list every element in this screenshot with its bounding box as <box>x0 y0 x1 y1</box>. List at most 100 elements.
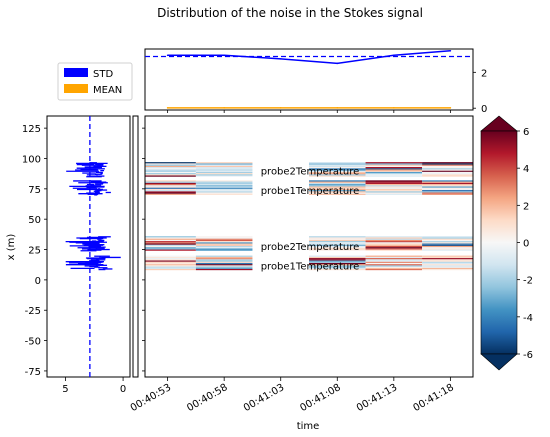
heatmap-cell <box>195 259 253 261</box>
heatmap-cell <box>195 188 253 191</box>
heatmap-cell <box>195 248 253 250</box>
heatmap-cell <box>145 182 196 184</box>
heatmap-cell <box>309 188 366 191</box>
heatmap-cell <box>422 182 473 184</box>
colorbar-tick-label: -6 <box>523 350 533 361</box>
heatmap-cell <box>365 181 423 183</box>
heatmap-cell <box>195 237 253 239</box>
heatmap-cell <box>422 187 473 189</box>
heatmap-cell <box>309 181 366 183</box>
heatmap-cell <box>195 241 253 243</box>
heatmap-cell <box>195 244 253 246</box>
heatmap-cell <box>309 192 366 194</box>
heatmap-cell <box>195 268 253 271</box>
heatmap-cell <box>309 182 366 184</box>
chart-title: Distribution of the noise in the Stokes … <box>157 6 423 20</box>
heatmap-cell <box>309 267 366 269</box>
heatmap-cell <box>145 267 196 269</box>
heatmap-cell <box>365 262 423 265</box>
colorbar-tick-label: 0 <box>523 239 529 250</box>
heatmap-cell <box>195 264 253 266</box>
heatmap-cell <box>309 163 366 165</box>
heatmap-cell <box>422 166 473 169</box>
heatmap-cell <box>309 171 366 174</box>
y-axis-label: x (m) <box>6 234 17 261</box>
heatmap-cell <box>365 166 423 169</box>
series-point-std <box>166 54 169 57</box>
heatmap-cell <box>422 245 473 248</box>
heatmap-cell <box>365 162 423 164</box>
heatmap-cell <box>195 255 253 257</box>
heatmap-cell <box>422 261 473 263</box>
heatmap-cell <box>145 265 196 267</box>
heatmap-cell <box>145 170 196 172</box>
series-point-mean <box>449 107 452 109</box>
heatmap-cell <box>309 186 366 188</box>
heatmap-cell <box>145 166 196 169</box>
heatmap-cell <box>422 239 473 242</box>
heatmap-cell <box>422 175 473 177</box>
heatmap-cell <box>195 175 253 177</box>
heatmap-cell <box>195 174 253 176</box>
heatmap-cell <box>195 166 253 169</box>
x-tick-label: 00:40:58 <box>185 382 229 414</box>
heatmap-cell <box>195 243 253 245</box>
heatmap-cell <box>309 241 366 243</box>
heatmap-cell <box>145 171 196 174</box>
heatmap-cell <box>365 256 423 259</box>
heatmap-cell <box>422 267 473 269</box>
heatmap-cell <box>145 186 196 188</box>
heatmap-cell <box>422 266 473 268</box>
heatmap-cell <box>309 256 366 259</box>
heatmap-cell <box>422 169 473 171</box>
legend-label-mean: MEAN <box>93 85 122 96</box>
heatmap-cell <box>195 266 253 268</box>
heatmap-cell <box>309 268 366 271</box>
heatmap-cell <box>195 186 253 188</box>
heatmap-cell <box>195 258 253 260</box>
heatmap-cell <box>309 238 366 240</box>
heatmap-cell <box>422 236 473 238</box>
heatmap-cell <box>195 190 253 192</box>
heatmap-cell <box>145 244 196 246</box>
y-tick-label: -25 <box>25 306 41 317</box>
heatmap-cell <box>422 181 473 183</box>
heatmap-cell <box>365 170 423 172</box>
series-point-std <box>393 54 395 57</box>
heatmap-cell <box>422 243 473 245</box>
heatmap-cell <box>145 181 196 183</box>
heatmap-cell <box>145 249 196 251</box>
heatmap-cell <box>422 168 473 170</box>
heatmap-cell <box>195 180 253 182</box>
heatmap-cell <box>365 267 423 269</box>
heatmap-cell <box>145 247 196 249</box>
section-annotation: probe1Temperature <box>261 186 360 197</box>
heatmap-cell <box>365 266 423 268</box>
series-point-mean <box>336 107 339 109</box>
heatmap-cell <box>195 249 253 251</box>
section-annotation: probe2Temperature <box>261 167 360 178</box>
left-x-tick-label: 5 <box>62 384 68 395</box>
heatmap-cell <box>422 268 473 271</box>
heatmap-cell <box>365 187 423 189</box>
heatmap-cell <box>365 188 423 191</box>
colorbar-tick-label: -4 <box>523 313 533 324</box>
y-tick-label: -50 <box>25 337 41 348</box>
heatmap-cell <box>365 247 423 249</box>
heatmap-cell <box>309 244 366 246</box>
heatmap-cell <box>422 165 473 167</box>
heatmap-cell <box>365 248 423 250</box>
heatmap-cell <box>195 193 253 195</box>
heatmap-cell <box>195 163 253 165</box>
heatmap-cell <box>309 258 366 260</box>
heatmap-cell <box>309 169 366 171</box>
heatmap-cell <box>195 187 253 189</box>
series-line-std <box>167 50 451 65</box>
heatmap-cell <box>309 174 366 176</box>
heatmap-cell <box>195 236 253 238</box>
y-tick-label: 50 <box>28 215 41 226</box>
heatmap-cell <box>195 182 253 184</box>
heatmap-cell <box>309 239 366 242</box>
y-tick-label: 125 <box>22 124 41 135</box>
